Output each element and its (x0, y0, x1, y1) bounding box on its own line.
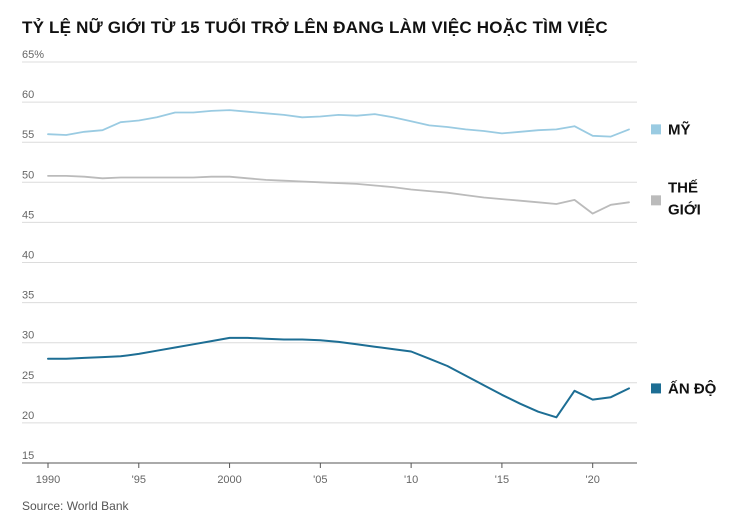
legend-swatch-1 (651, 124, 661, 135)
legend-label-2: GIỚI (668, 200, 701, 218)
series-layer (47, 109, 630, 419)
source-note: Source: World Bank (22, 499, 129, 513)
series-line-3 (47, 336, 630, 419)
x-tick-label: '15 (495, 474, 509, 486)
x-tick-label: 2000 (217, 474, 241, 486)
x-tick-label: '20 (586, 474, 600, 486)
legend-label-1: MỸ (668, 120, 691, 138)
x-tick-label: '05 (313, 474, 327, 486)
x-tick-label: 1990 (36, 474, 60, 486)
legend-swatch-3 (651, 383, 661, 394)
axis-layer: 15 20 25 30 35 40 45 50 55 60 65% 1990 '95 2000 '05 '10… (22, 49, 600, 486)
y-tick-label: 55 (22, 129, 34, 141)
y-tick-label: 50 (22, 169, 34, 181)
y-tick-label: 20 (22, 410, 34, 422)
legend-layer: MỸ THẾ GIỚI ẤN ĐỘ (651, 120, 717, 397)
y-tick-label: 30 (22, 330, 34, 342)
legend-label-2: THẾ (668, 179, 698, 196)
grid-layer (22, 61, 637, 464)
chart-title: TỶ LỆ NỮ GIỚI TỪ 15 TUỔI TRỞ LÊN ĐANG LÀ… (22, 18, 608, 37)
y-tick-label: 25 (22, 370, 34, 382)
y-tick-label: 35 (22, 290, 34, 302)
y-tick-label: 40 (22, 250, 34, 262)
y-tick-label: 45 (22, 209, 34, 221)
series-line-2 (47, 174, 630, 215)
legend-label-3: ẤN ĐỘ (668, 379, 717, 397)
series-line-1 (47, 109, 630, 138)
x-tick-label: '10 (404, 474, 418, 486)
y-tick-label: 65% (22, 49, 44, 61)
x-tick-label: '95 (132, 474, 146, 486)
y-tick-label: 60 (22, 89, 34, 101)
y-tick-label: 15 (22, 450, 34, 462)
legend-swatch-2 (651, 195, 661, 206)
